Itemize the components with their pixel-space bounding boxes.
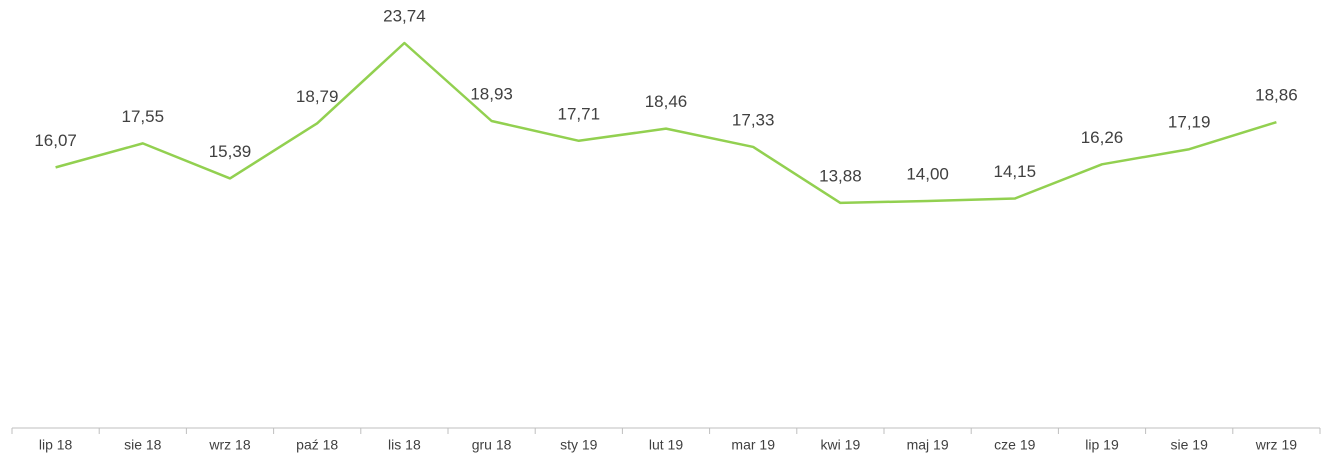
x-tick-label: lis 18: [388, 437, 421, 453]
data-label: 16,07: [34, 131, 77, 150]
data-label: 13,88: [819, 166, 862, 185]
line: [55, 41, 1277, 205]
data-label: 17,71: [558, 104, 601, 123]
data-label: 14,15: [994, 162, 1037, 181]
x-tick-label: sie 19: [1171, 437, 1209, 453]
data-label: 18,93: [470, 84, 513, 103]
data-label: 18,46: [645, 92, 688, 111]
data-label: 17,19: [1168, 113, 1211, 132]
x-tick-label: sie 18: [124, 437, 162, 453]
data-label: 23,74: [383, 6, 426, 25]
x-tick-label: kwi 19: [821, 437, 861, 453]
x-tick-label: wrz 19: [1255, 437, 1297, 453]
data-label: 14,00: [906, 164, 949, 183]
data-label: 16,26: [1081, 128, 1124, 147]
x-tick-label: gru 18: [472, 437, 512, 453]
data-label: 15,39: [209, 142, 252, 161]
x-tick-label: lut 19: [649, 437, 683, 453]
data-label: 17,55: [122, 107, 165, 126]
x-tick-label: sty 19: [560, 437, 598, 453]
x-tick-label: mar 19: [731, 437, 775, 453]
x-tick-label: wrz 18: [208, 437, 250, 453]
data-label: 18,86: [1255, 86, 1298, 105]
x-tick-label: paź 18: [296, 437, 338, 453]
x-tick-label: maj 19: [907, 437, 949, 453]
x-tick-label: cze 19: [994, 437, 1035, 453]
x-tick-label: lip 18: [39, 437, 73, 453]
x-tick-label: lip 19: [1085, 437, 1119, 453]
data-label: 18,79: [296, 87, 339, 106]
data-label: 17,33: [732, 110, 775, 129]
